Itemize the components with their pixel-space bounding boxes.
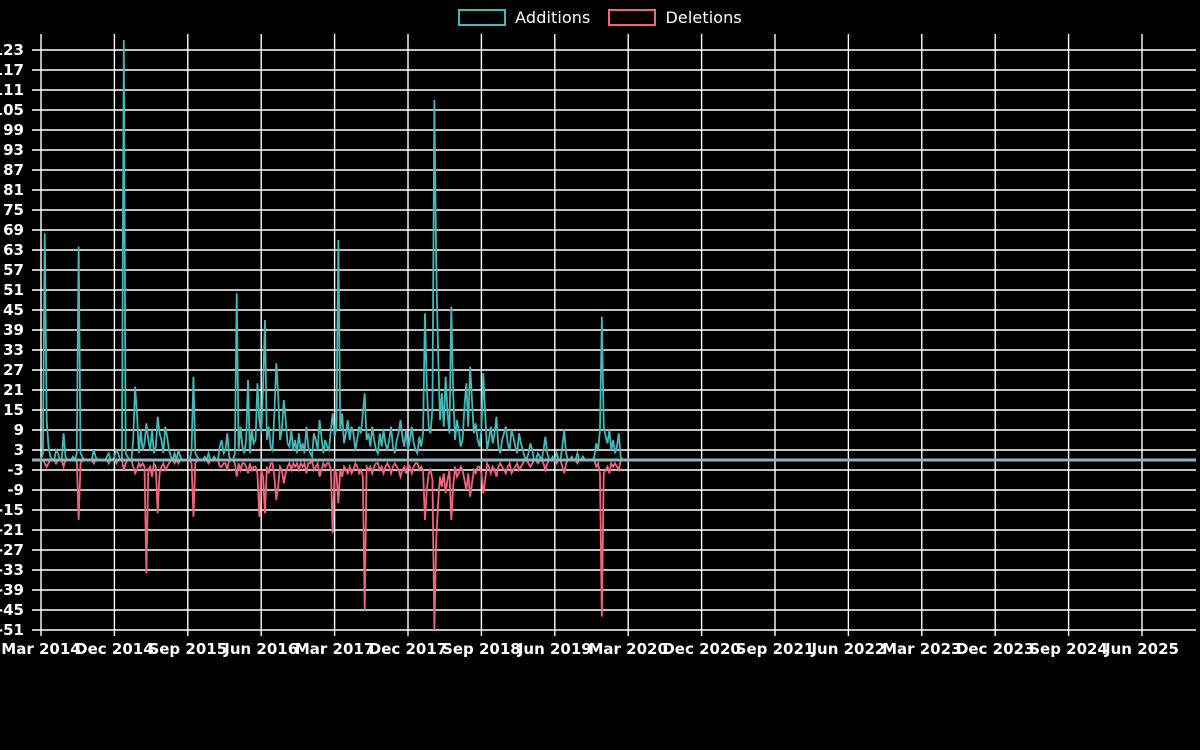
x-tick-label: Jun 2019 xyxy=(517,640,592,658)
x-tick-label: Dec 2020 xyxy=(662,640,741,658)
y-tick-label: 45 xyxy=(3,301,24,319)
y-tick-label: -33 xyxy=(0,561,24,579)
x-tick-label: Mar 2023 xyxy=(882,640,961,658)
x-tick-label: Dec 2023 xyxy=(956,640,1035,658)
y-tick-label: 123 xyxy=(0,41,24,59)
y-tick-label: 105 xyxy=(0,101,24,119)
y-axis-tick-labels: 1231171111059993878175696357514539332721… xyxy=(0,41,24,639)
y-tick-label: 117 xyxy=(0,61,24,79)
y-tick-label: 81 xyxy=(3,181,24,199)
y-tick-label: 57 xyxy=(3,261,24,279)
x-tick-label: Jun 2016 xyxy=(223,640,298,658)
y-tick-label: 15 xyxy=(3,401,24,419)
x-tick-label: Sep 2024 xyxy=(1029,640,1108,658)
y-tick-label: -3 xyxy=(7,461,24,479)
x-tick-label: Jun 2025 xyxy=(1104,640,1179,658)
y-tick-label: -51 xyxy=(0,621,24,639)
y-tick-label: 63 xyxy=(3,241,24,259)
series-deletions-line xyxy=(41,457,1150,631)
y-tick-label: 99 xyxy=(3,121,24,139)
y-tick-label: -27 xyxy=(0,541,24,559)
horizontal-gridlines xyxy=(32,49,1196,631)
y-tick-label: -15 xyxy=(0,501,24,519)
x-tick-label: Mar 2020 xyxy=(588,640,667,658)
legend-label-additions: Additions xyxy=(515,7,591,27)
x-tick-label: Dec 2017 xyxy=(369,640,448,658)
x-tick-label: Jun 2022 xyxy=(810,640,885,658)
y-tick-label: 27 xyxy=(3,361,24,379)
series-deletions xyxy=(41,457,1150,631)
legend-item-additions[interactable]: Additions xyxy=(458,8,590,27)
y-tick-label: 93 xyxy=(3,141,24,159)
y-tick-label: -21 xyxy=(0,521,24,539)
y-tick-label: 33 xyxy=(3,341,24,359)
y-tick-label: 111 xyxy=(0,81,24,99)
y-tick-label: 51 xyxy=(3,281,24,299)
x-tick-label: Mar 2017 xyxy=(295,640,374,658)
legend-item-deletions[interactable]: Deletions xyxy=(608,7,742,27)
y-tick-label: -45 xyxy=(0,601,24,619)
y-tick-label: 3 xyxy=(14,441,24,459)
legend-swatch-additions xyxy=(458,8,507,26)
chart-legend: Additions Deletions xyxy=(0,0,1200,34)
y-tick-label: 39 xyxy=(3,321,24,339)
x-tick-label: Sep 2018 xyxy=(442,640,521,658)
legend-swatch-deletions xyxy=(608,8,657,26)
y-tick-label: -39 xyxy=(0,581,24,599)
y-tick-label: -9 xyxy=(7,481,24,499)
x-tick-label: Dec 2014 xyxy=(75,640,154,658)
legend-label-deletions: Deletions xyxy=(665,7,742,27)
x-tick-label: Mar 2014 xyxy=(1,640,80,658)
x-tick-label: Sep 2021 xyxy=(736,640,815,658)
y-tick-label: 9 xyxy=(14,421,24,439)
y-tick-label: 87 xyxy=(3,161,24,179)
x-tick-label: Sep 2015 xyxy=(148,640,227,658)
y-tick-label: 69 xyxy=(3,221,24,239)
y-tick-label: 21 xyxy=(3,381,24,399)
y-tick-label: 75 xyxy=(3,201,24,219)
vertical-gridlines xyxy=(40,34,1143,636)
plot-area: 1231171111059993878175696357514539332721… xyxy=(0,34,1200,750)
chart-svg: 1231171111059993878175696357514539332721… xyxy=(0,34,1196,658)
